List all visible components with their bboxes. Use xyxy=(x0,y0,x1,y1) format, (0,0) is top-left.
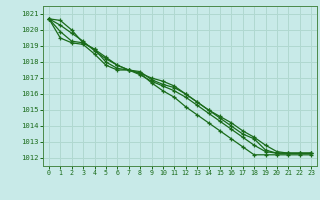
Text: Graphe pression niveau de la mer (hPa): Graphe pression niveau de la mer (hPa) xyxy=(58,186,262,196)
